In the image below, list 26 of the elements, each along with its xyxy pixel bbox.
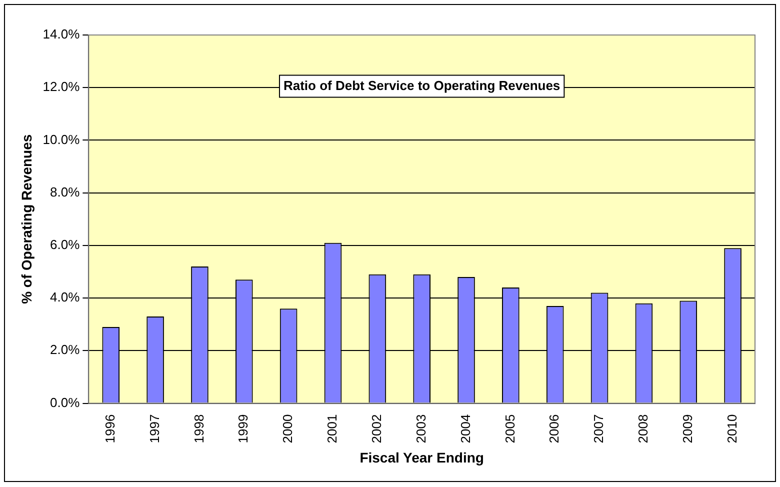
x-tick-label: 2009	[680, 414, 695, 444]
x-tick-label: 2003	[413, 414, 428, 444]
text: Ratio of Debt Service to Operating Revenues	[283, 78, 560, 93]
x-tick-label: 2004	[458, 414, 473, 444]
y-axis-title: % of Operating Revenues	[18, 134, 34, 304]
x-tick-label: 1996	[102, 414, 118, 444]
y-tick-label: 12.0%	[42, 79, 80, 94]
x-tick-label: 1997	[146, 414, 162, 444]
x-tick-label: 2002	[368, 414, 384, 444]
x-tick-label: 2006	[546, 414, 562, 444]
x-tick-label: 1998	[191, 414, 206, 444]
y-tick-label: 10.0%	[42, 132, 80, 147]
y-tick-label: 0.0%	[50, 394, 80, 410]
x-tick-label: 1999	[236, 414, 251, 444]
x-tick-label: 2000	[280, 414, 296, 444]
y-tick-label: 8.0%	[50, 184, 80, 200]
x-axis-title: Fiscal Year Ending	[360, 449, 484, 466]
x-tick-label: 2007	[591, 414, 606, 444]
y-tick-label: 6.0%	[50, 237, 80, 252]
y-tick-label: 2.0%	[50, 342, 80, 358]
x-tick-label: 2005	[502, 414, 518, 444]
y-tick-label: 14.0%	[42, 26, 80, 42]
x-tick-label: 2001	[324, 414, 340, 444]
x-tick-label: 2010	[724, 414, 740, 444]
x-tick-label: 2008	[636, 414, 651, 444]
y-tick-label: 4.0%	[50, 290, 80, 305]
